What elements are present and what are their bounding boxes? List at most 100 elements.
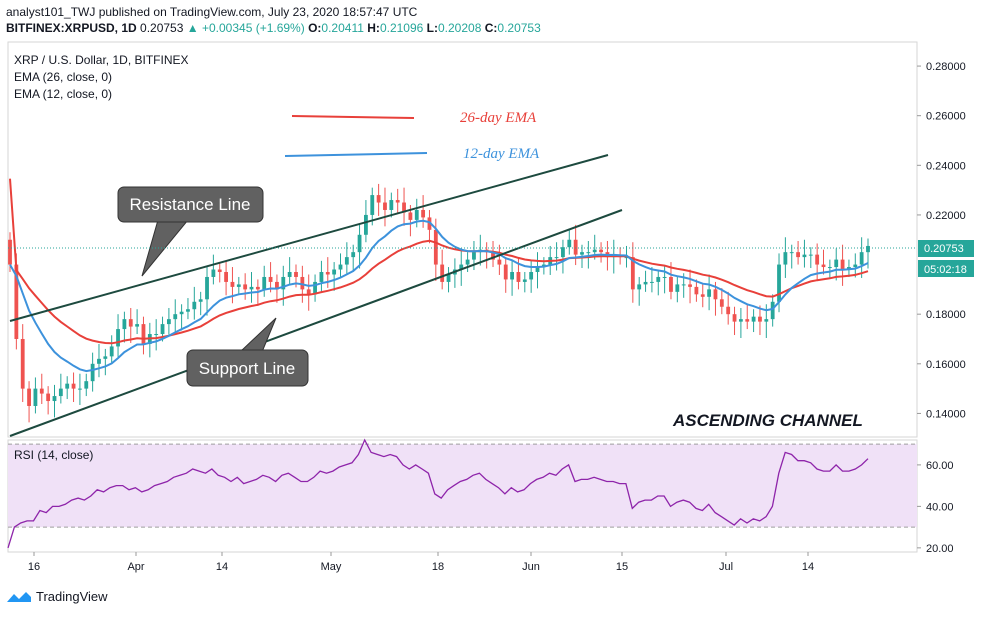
- candle-body: [573, 239, 578, 255]
- ema26-sample-line: [291, 115, 415, 119]
- rsi-tick-label: 20.00: [926, 543, 954, 555]
- candle-body: [332, 269, 337, 275]
- ohlc-bar: BITFINEX:XRPUSD, 1D 0.20753 ▲ +0.00345 (…: [6, 21, 541, 35]
- candle-body: [408, 212, 413, 220]
- price-tick-label: 0.22000: [926, 210, 966, 222]
- time-tick-label: Apr: [127, 561, 144, 573]
- candle-body: [370, 195, 375, 215]
- ema12-legend: EMA (12, close, 0): [14, 87, 113, 101]
- candle-body: [796, 252, 800, 258]
- candle-body: [39, 388, 44, 394]
- candle-body: [166, 319, 171, 325]
- ema12-label: 12-day EMA: [463, 146, 540, 162]
- countdown-tag: [918, 260, 974, 277]
- candle-body: [122, 319, 127, 330]
- candle-body: [472, 252, 476, 260]
- resistance-line: [9, 154, 609, 322]
- chart-title: XRP / U.S. Dollar, 1D, BITFINEX: [14, 53, 189, 67]
- candle-body: [656, 276, 661, 282]
- candle-body: [300, 276, 305, 290]
- candle-body: [319, 272, 324, 282]
- candle-body: [116, 329, 120, 347]
- candle-body: [522, 279, 527, 282]
- candle-body: [681, 284, 686, 286]
- time-tick-label: 18: [432, 561, 444, 573]
- candle-body: [694, 286, 699, 295]
- candle-body: [516, 272, 521, 282]
- candle-body: [713, 289, 718, 300]
- pattern-label: ASCENDING CHANNEL: [672, 411, 863, 430]
- time-tick-label: 14: [216, 561, 228, 573]
- candle-body: [624, 257, 629, 259]
- candle-body: [262, 276, 267, 290]
- candle-body: [313, 281, 317, 295]
- high-label: H:: [367, 21, 380, 35]
- candle-body: [580, 252, 584, 255]
- candle-body: [637, 284, 642, 290]
- candle-body: [325, 272, 330, 275]
- candle-body: [777, 264, 781, 302]
- candle-body: [364, 214, 368, 235]
- candle-body: [599, 249, 603, 253]
- price-tick-label: 0.16000: [926, 359, 966, 371]
- candle-body: [764, 319, 769, 322]
- candle-body: [395, 200, 400, 203]
- symbol-label: BITFINEX:XRPUSD, 1D: [6, 21, 137, 35]
- candle-body: [52, 396, 57, 402]
- countdown-value: 05:02:18: [924, 264, 967, 276]
- candle-body: [383, 202, 387, 210]
- candle-body: [306, 289, 311, 295]
- candle-body: [789, 252, 794, 254]
- candle-body: [344, 257, 349, 265]
- candle-body: [268, 276, 273, 282]
- price-tag-value: 0.20753: [924, 243, 964, 255]
- candle-body: [726, 306, 731, 315]
- publish-info: analyst101_TWJ published on TradingView.…: [6, 5, 418, 19]
- candle-body: [414, 209, 419, 220]
- rsi-tick-label: 40.00: [926, 501, 954, 513]
- candle-body: [90, 363, 95, 382]
- open-value: 0.20411: [321, 21, 364, 35]
- candle-body: [662, 276, 667, 278]
- candle-body: [853, 264, 858, 268]
- candle-body: [46, 393, 51, 402]
- candle-body: [103, 356, 108, 359]
- candle-body: [497, 259, 502, 265]
- candle-body: [294, 272, 298, 277]
- candle-body: [688, 284, 692, 287]
- candle-body: [707, 289, 712, 297]
- candle-body: [65, 383, 70, 389]
- candle-body: [20, 338, 25, 389]
- candle-body: [160, 324, 165, 335]
- candle-body: [402, 202, 406, 213]
- candle-body: [834, 259, 839, 268]
- price-tick-label: 0.14000: [926, 408, 966, 420]
- time-tick-label: May: [321, 561, 342, 573]
- candle-body: [376, 195, 381, 203]
- candle-body: [738, 319, 743, 322]
- candle-body: [33, 388, 38, 406]
- candle-body: [421, 209, 426, 218]
- candle-body: [78, 388, 82, 390]
- candle-body: [815, 254, 820, 265]
- rsi-band: [8, 444, 917, 528]
- close-label: C:: [484, 21, 498, 35]
- candle-body: [243, 284, 248, 290]
- open-label: O:: [308, 21, 322, 35]
- ema12-line: [9, 219, 869, 373]
- candle-body: [650, 281, 654, 283]
- candle-body: [128, 319, 133, 327]
- candle-body: [179, 311, 184, 315]
- candle-body: [751, 316, 756, 322]
- tradingview-footer[interactable]: TradingView: [6, 589, 108, 604]
- candle-body: [186, 309, 190, 312]
- candle-body: [217, 269, 222, 273]
- candle-body: [630, 257, 635, 290]
- support-callout: Support Line: [186, 317, 309, 387]
- candle-body: [249, 286, 254, 290]
- candle-body: [821, 264, 826, 268]
- candle-body: [338, 264, 343, 270]
- high-value: 0.21096: [379, 21, 424, 35]
- rsi-legend: RSI (14, close): [14, 448, 94, 462]
